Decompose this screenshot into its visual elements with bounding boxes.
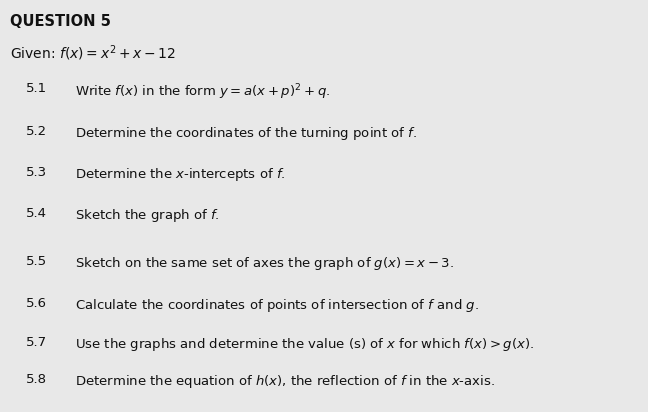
Text: 5.4: 5.4 [26, 207, 47, 220]
Text: 5.1: 5.1 [26, 82, 47, 96]
Text: 5.2: 5.2 [26, 125, 47, 138]
Text: 5.7: 5.7 [26, 336, 47, 349]
Text: Sketch on the same set of axes the graph of $g(x) = x - 3$.: Sketch on the same set of axes the graph… [75, 255, 454, 272]
Text: 5.8: 5.8 [26, 373, 47, 386]
Text: Determine the equation of $h(x)$, the reflection of $f$ in the $x$-axis.: Determine the equation of $h(x)$, the re… [75, 373, 494, 390]
Text: Write $f(x)$ in the form $y = a(x + p)^2 + q$.: Write $f(x)$ in the form $y = a(x + p)^2… [75, 82, 330, 102]
Text: Determine the coordinates of the turning point of $f$.: Determine the coordinates of the turning… [75, 125, 417, 142]
Text: 5.5: 5.5 [26, 255, 47, 268]
Text: 5.6: 5.6 [26, 297, 47, 310]
Text: Given: $f(x) = x^2 + x - 12$: Given: $f(x) = x^2 + x - 12$ [10, 43, 176, 63]
Text: Calculate the coordinates of points of intersection of $f$ and $g$.: Calculate the coordinates of points of i… [75, 297, 478, 314]
Text: Use the graphs and determine the value (s) of $x$ for which $f(x) > g(x)$.: Use the graphs and determine the value (… [75, 336, 534, 353]
Text: Determine the $x$-intercepts of $f$.: Determine the $x$-intercepts of $f$. [75, 166, 285, 183]
Text: 5.3: 5.3 [26, 166, 47, 179]
Text: Sketch the graph of $f$.: Sketch the graph of $f$. [75, 207, 219, 224]
Text: QUESTION 5: QUESTION 5 [10, 14, 111, 29]
